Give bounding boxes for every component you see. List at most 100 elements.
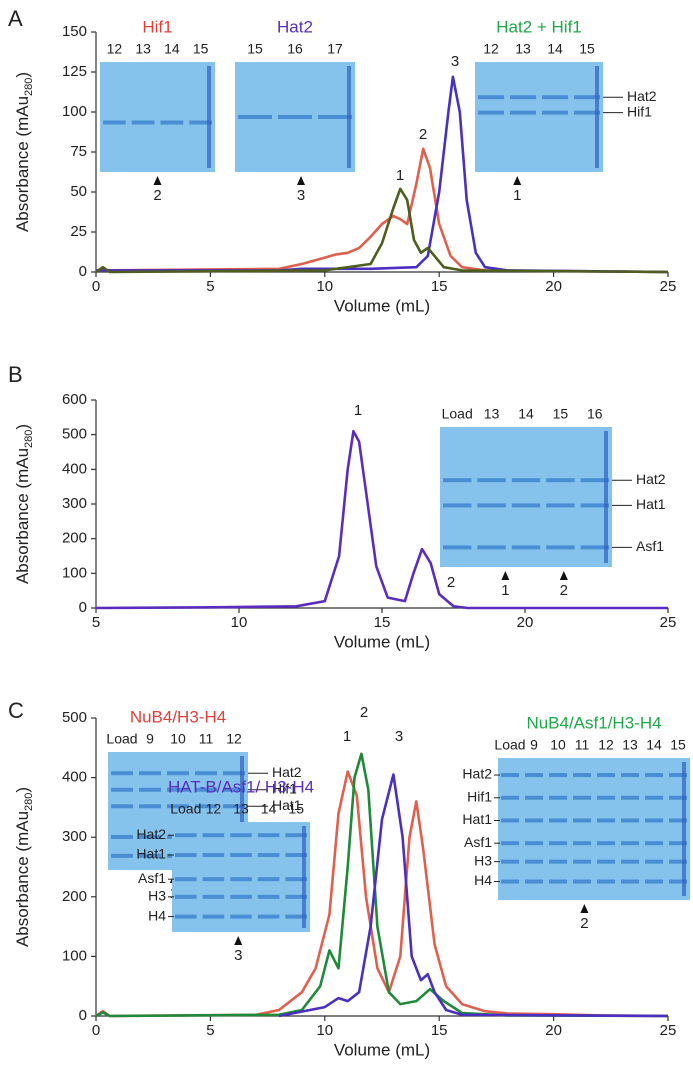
gel-band (549, 879, 567, 884)
x-tick-label: 25 (660, 614, 677, 631)
gel-band (443, 503, 472, 508)
peak-label: 1 (354, 402, 362, 419)
y-tick-label: 200 (62, 888, 87, 905)
gel-band (111, 787, 133, 792)
gel-band (580, 545, 609, 550)
gel-band (189, 120, 212, 125)
lane-label: 10 (170, 731, 186, 747)
gel-band (574, 110, 600, 115)
lane-label: 15 (553, 406, 569, 422)
x-tick-label: 25 (660, 278, 677, 295)
gel-band (549, 795, 567, 800)
y-tick-label: 300 (62, 495, 87, 512)
lane-label: 12 (598, 737, 614, 753)
gel-band (202, 877, 225, 882)
gel-band (318, 115, 352, 119)
gel-band (111, 771, 133, 776)
peak-label: 3 (395, 728, 403, 745)
gel-band (546, 478, 575, 483)
band-label: Hat1 (136, 846, 166, 862)
lane-label: 15 (247, 41, 263, 57)
lane-label: 14 (547, 41, 563, 57)
arrow-label: 1 (501, 582, 509, 599)
y-axis-title-sub: 280 (23, 430, 35, 448)
gel-band (103, 120, 126, 125)
y-axis-title-end: ) (13, 787, 32, 793)
gel-band (511, 478, 541, 483)
lane-label: 9 (146, 731, 154, 747)
curve (95, 187, 669, 274)
gel-band (139, 804, 161, 809)
curve (96, 75, 669, 274)
gel-band (501, 795, 519, 800)
lane-label: 16 (287, 41, 303, 57)
gel-band (111, 853, 133, 858)
gel-band (549, 818, 567, 823)
gel-band (175, 877, 197, 882)
arrow (297, 176, 305, 185)
inset-title: Hif1 (142, 17, 172, 36)
inset-title: Hat2 (277, 17, 313, 36)
band-label: Asf1 (636, 538, 664, 554)
gel-band (573, 795, 591, 800)
gel-band (478, 110, 504, 115)
lane-label: 14 (646, 737, 662, 753)
gel-band (139, 834, 161, 839)
gel-band (542, 95, 568, 100)
gel-band (645, 879, 663, 884)
x-tick-label: 10 (316, 278, 333, 295)
gel-band (549, 773, 567, 778)
arrow (234, 936, 243, 945)
lane-label: 10 (550, 737, 566, 753)
lane-label: 15 (579, 41, 595, 57)
gel-band (230, 914, 252, 919)
y-tick-label: 25 (70, 223, 87, 240)
gel-band (238, 115, 272, 119)
gel-band (525, 841, 543, 846)
gel-band (621, 773, 639, 778)
gel-band (230, 877, 252, 882)
band-label: Hif1 (467, 788, 492, 804)
gel-band (573, 773, 591, 778)
gel-band (202, 914, 225, 919)
gel-band (510, 95, 536, 100)
y-axis-title-end: ) (13, 72, 32, 78)
lane-label: 9 (530, 737, 538, 753)
gel-band (645, 859, 663, 864)
band-label: Hif1 (272, 780, 297, 796)
lane-label: 12 (107, 41, 123, 57)
gel-band (477, 478, 506, 483)
y-axis-title: Absorbance (mAu280) (13, 787, 34, 947)
curve (95, 770, 669, 1018)
inset-title: Hat2 + Hif1 (496, 17, 582, 36)
lane-label: 12 (226, 731, 242, 747)
x-tick-label: 15 (431, 1022, 448, 1039)
gel-band (139, 787, 161, 792)
gel-ladder (682, 762, 686, 896)
lane-label: 15 (670, 737, 686, 753)
gel-band (223, 787, 245, 792)
gel (498, 758, 690, 900)
gel-band (111, 804, 133, 809)
y-tick-label: 400 (62, 460, 87, 477)
band-label: Hat2 (636, 471, 666, 487)
arrow-label: 1 (513, 187, 521, 204)
lane-label: 14 (518, 406, 534, 422)
gel-band (202, 833, 225, 838)
y-tick-label: 100 (62, 103, 87, 120)
gel-band (285, 853, 307, 857)
gel-band (175, 914, 197, 919)
gel-band (549, 859, 567, 864)
gel-ladder (347, 66, 351, 168)
inset-title: HAT-B/Asf1/ H3-H4 (168, 777, 314, 796)
panel-letter: B (8, 362, 23, 387)
gel-band (167, 804, 189, 809)
curve (95, 429, 668, 610)
band-label: Hif1 (627, 103, 652, 119)
gel-band (167, 771, 189, 776)
y-axis-title-end: ) (13, 424, 32, 430)
x-tick-label: 0 (92, 1022, 100, 1039)
gel-band (511, 503, 541, 508)
y-axis-title: Absorbance (mAu280) (13, 424, 34, 584)
gel-band (573, 859, 591, 864)
